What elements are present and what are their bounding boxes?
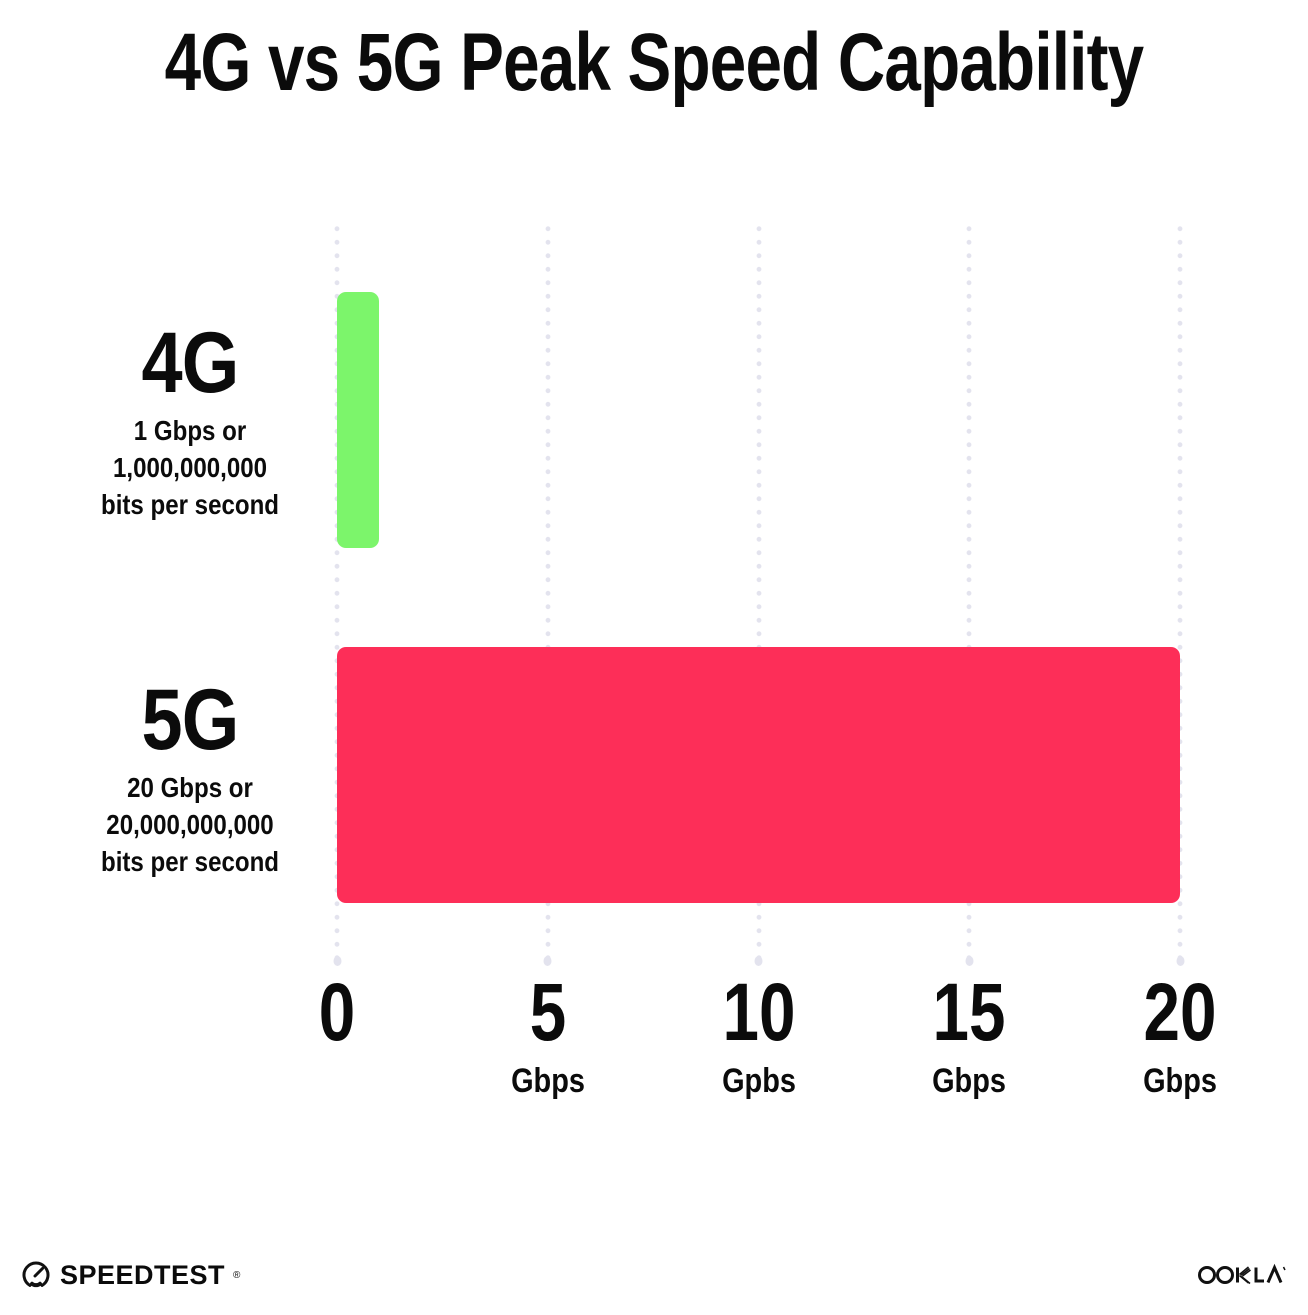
bar-4g [337,292,380,548]
gridline-10-gbps [756,222,761,959]
row-sublabel-4g-line2: 1,000,000,000 [113,452,267,483]
row-sublabel-5g: 20 Gbps or 20,000,000,000 bits per secon… [70,769,311,880]
row-heading-5g: 5G [141,672,240,768]
ookla-wordmark-icon [1198,1263,1286,1285]
gridline-5-gbps [545,222,551,959]
x-tick-20: 20 Gbps [1134,972,1225,1101]
speedtest-trademark: ® [233,1269,241,1281]
gridline-15-gbps [966,222,972,959]
row-label-5g: 5G 20 Gbps or 20,000,000,000 bits per se… [70,677,311,880]
x-tick-10: 10 Gpbs [713,972,804,1101]
x-tick-0-value: 0 [318,967,356,1058]
speedtest-logo: SPEEDTEST ® [20,1259,240,1291]
row-heading-4g: 4G [141,315,240,411]
row-label-4g: 4G 1 Gbps or 1,000,000,000 bits per seco… [70,320,311,523]
x-tick-5-value: 5 [529,967,566,1058]
gridline-20-gbps [1177,222,1183,959]
row-sublabel-5g-line3: bits per second [101,846,279,877]
bar-5g [337,647,1180,903]
row-sublabel-5g-line1: 20 Gbps or [127,772,253,803]
chart-title: 4G vs 5G Peak Speed Capability [164,17,1144,108]
plot-area [334,222,1183,959]
x-tick-20-value: 20 [1143,967,1217,1058]
speedtest-wordmark: SPEEDTEST [60,1259,226,1290]
x-tick-15: 15 Gbps [924,972,1015,1101]
x-tick-15-value: 15 [932,967,1006,1058]
speedtest-gauge-icon [20,1259,52,1291]
x-tick-0: 0 [314,972,360,1062]
x-tick-20-unit: Gbps [1143,1062,1217,1100]
x-tick-5: 5 Gbps [504,972,591,1101]
row-sublabel-5g-line2: 20,000,000,000 [106,809,274,840]
x-tick-5-unit: Gbps [510,1062,585,1100]
ookla-logo [1198,1259,1290,1289]
row-sublabel-4g-line3: bits per second [101,489,279,520]
x-tick-10-value: 10 [722,967,795,1058]
row-sublabel-4g-line1: 1 Gbps or [133,415,247,446]
x-tick-15-unit: Gbps [932,1062,1007,1100]
x-axis: 0 5 Gbps 10 Gpbs 15 Gbps 20 Gbps [319,972,1217,1122]
row-sublabel-4g: 1 Gbps or 1,000,000,000 bits per second [70,412,311,523]
x-tick-10-unit: Gpbs [721,1062,796,1100]
gridline-0-gbps [334,222,340,959]
